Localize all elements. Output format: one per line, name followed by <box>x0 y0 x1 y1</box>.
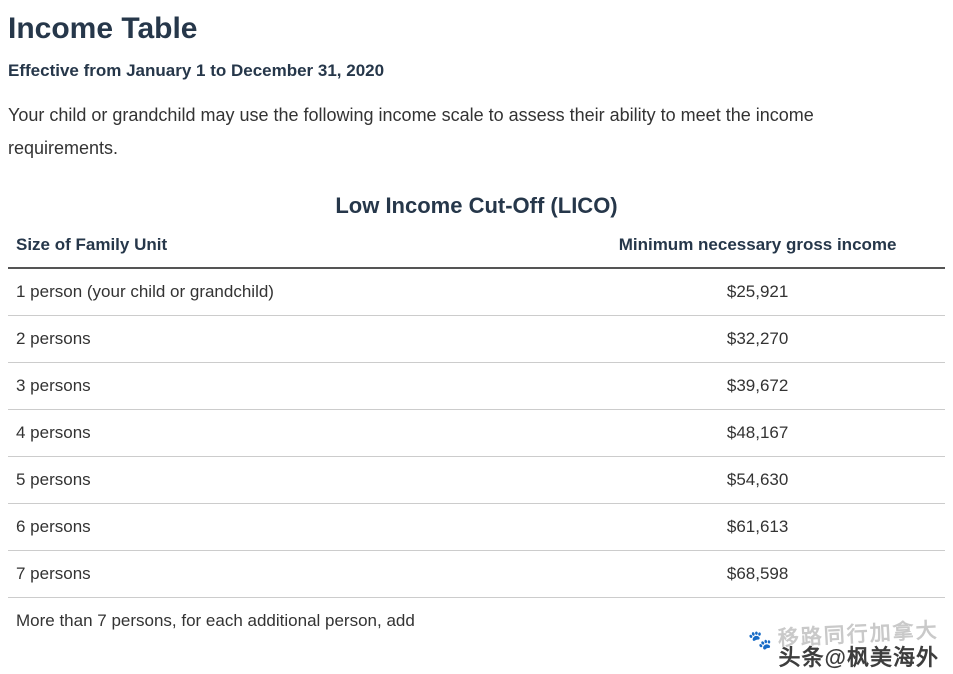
income-cell: $48,167 <box>570 409 945 457</box>
income-cell <box>570 598 945 645</box>
family-size-cell: 2 persons <box>8 315 571 363</box>
table-row: More than 7 persons, for each additional… <box>8 598 945 645</box>
page-title: Income Table <box>8 12 198 45</box>
table-header: Size of Family Unit Minimum necessary gr… <box>8 229 945 269</box>
income-cell: $54,630 <box>570 456 945 504</box>
income-cell: $25,921 <box>570 268 945 316</box>
intro-text: Your child or grandchild may use the fol… <box>8 105 814 158</box>
family-size-cell: More than 7 persons, for each additional… <box>16 611 415 630</box>
family-size-cell: 4 persons <box>8 409 571 457</box>
table-body: 1 person (your child or grandchild) $25,9… <box>8 268 945 644</box>
column-header-income: Minimum necessary gross income <box>570 229 945 269</box>
page: Income Table Effective from January 1 to… <box>8 12 945 644</box>
table-row: 5 persons $54,630 <box>8 456 945 504</box>
table-row: 2 persons $32,270 <box>8 315 945 363</box>
table-title: Low Income Cut-Off (LICO) <box>335 193 618 218</box>
family-size-cell: 1 person (your child or grandchild) <box>8 268 571 316</box>
family-size-cell: 7 persons <box>8 550 571 598</box>
effective-dates: Effective from January 1 to December 31,… <box>8 61 385 80</box>
income-cell: $61,613 <box>570 503 945 551</box>
table-row: 1 person (your child or grandchild) $25,9… <box>8 268 945 316</box>
lico-table: Size of Family Unit Minimum necessary gr… <box>8 229 945 644</box>
income-cell: $68,598 <box>570 550 945 598</box>
table-row: 6 persons $61,613 <box>8 503 945 551</box>
header-row: Size of Family Unit Minimum necessary gr… <box>8 229 945 269</box>
table-row: 7 persons $68,598 <box>8 550 945 598</box>
column-header-family-size: Size of Family Unit <box>8 229 571 269</box>
table-row: 3 persons $39,672 <box>8 362 945 410</box>
income-cell: $32,270 <box>570 315 945 363</box>
income-cell: $39,672 <box>570 362 945 410</box>
family-size-cell: 3 persons <box>8 362 571 410</box>
table-row: 4 persons $48,167 <box>8 409 945 457</box>
family-size-cell: 5 persons <box>8 456 571 504</box>
watermark-line-2: 头条@枫美海外 <box>778 644 939 670</box>
family-size-cell: 6 persons <box>8 503 571 551</box>
